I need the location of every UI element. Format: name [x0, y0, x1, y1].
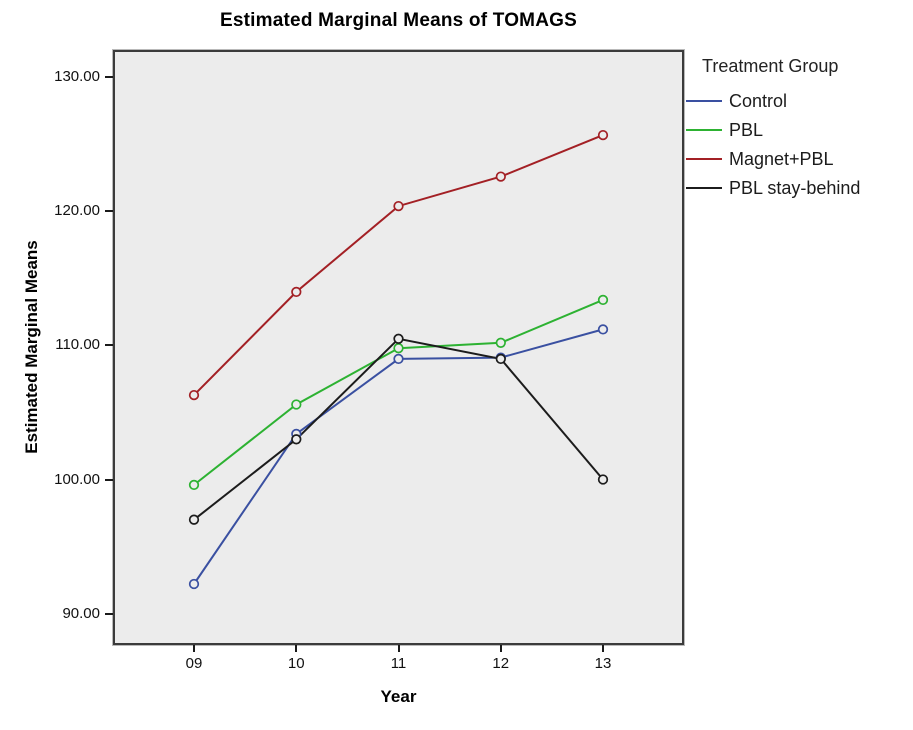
x-tick-label: 09: [185, 655, 203, 672]
data-point-marker: [188, 389, 200, 401]
legend-items: Control PBL Magnet+PBL PBL stay-behind: [686, 91, 911, 198]
y-tick-label: 100.00: [54, 470, 100, 488]
x-tick-label: 11: [390, 655, 407, 672]
legend: Treatment Group Control PBL Magnet+PBL PBL …: [686, 56, 911, 207]
y-tick-label: 120.00: [54, 202, 100, 220]
y-tick-mark: [105, 612, 113, 615]
data-point-marker: [597, 129, 609, 141]
series-plot-svg: [188, 129, 609, 590]
data-point-marker: [393, 353, 404, 365]
legend-title: Treatment Group: [702, 56, 839, 76]
data-point-marker: [597, 294, 609, 306]
legend-item-control: Control: [686, 91, 911, 111]
data-point-marker: [495, 337, 506, 348]
data-point-marker: [188, 479, 200, 491]
x-tick-label: 10: [287, 655, 305, 672]
y-tick-label: 130.00: [54, 68, 100, 86]
series-line-control: [193, 328, 604, 585]
legend-line-swatch-icon: [686, 186, 722, 190]
legend-line-swatch-icon: [686, 128, 722, 132]
data-point-marker: [495, 353, 506, 365]
legend-item-pbl: PBL: [686, 120, 911, 140]
x-tick-label: 12: [492, 655, 510, 672]
legend-label: Magnet+PBL: [729, 148, 834, 169]
x-tick-mark: [193, 645, 195, 652]
series-line-pbl: [193, 298, 604, 486]
legend-item-pbl-stay-behind: PBL stay-behind: [686, 178, 911, 198]
data-point-marker: [393, 200, 404, 212]
chart-title: Estimated Marginal Means of TOMAGS: [220, 10, 577, 31]
data-point-marker: [291, 399, 302, 410]
data-point-marker: [188, 514, 200, 525]
x-tick-mark: [295, 645, 298, 652]
legend-item-magnet-pbl: Magnet+PBL: [686, 149, 911, 169]
x-tick-mark: [499, 645, 502, 652]
y-tick-mark: [105, 344, 113, 347]
legend-line-swatch-icon: [686, 99, 722, 103]
x-tick-mark: [397, 645, 400, 652]
y-tick-label: 90.00: [62, 604, 100, 622]
legend-label: PBL: [729, 119, 764, 140]
y-tick-mark: [105, 210, 113, 213]
x-axis-title: Year: [380, 687, 417, 706]
data-point-marker: [495, 171, 506, 182]
x-tick-mark: [602, 645, 604, 652]
legend-line-swatch-icon: [686, 157, 722, 161]
data-point-marker: [597, 474, 609, 485]
data-point-marker: [188, 578, 200, 590]
data-point-marker: [597, 324, 609, 335]
legend-label: PBL stay-behind: [729, 177, 861, 198]
x-tick-label: 13: [594, 655, 612, 672]
legend-label: Control: [729, 90, 788, 111]
data-point-marker: [291, 434, 302, 445]
y-tick-label: 110.00: [55, 336, 100, 354]
y-tick-mark: [105, 76, 113, 79]
data-point-marker: [393, 333, 404, 344]
plot-area: [113, 50, 684, 645]
data-point-marker: [291, 286, 302, 298]
data-point-marker: [393, 343, 404, 354]
y-tick-mark: [105, 478, 113, 481]
